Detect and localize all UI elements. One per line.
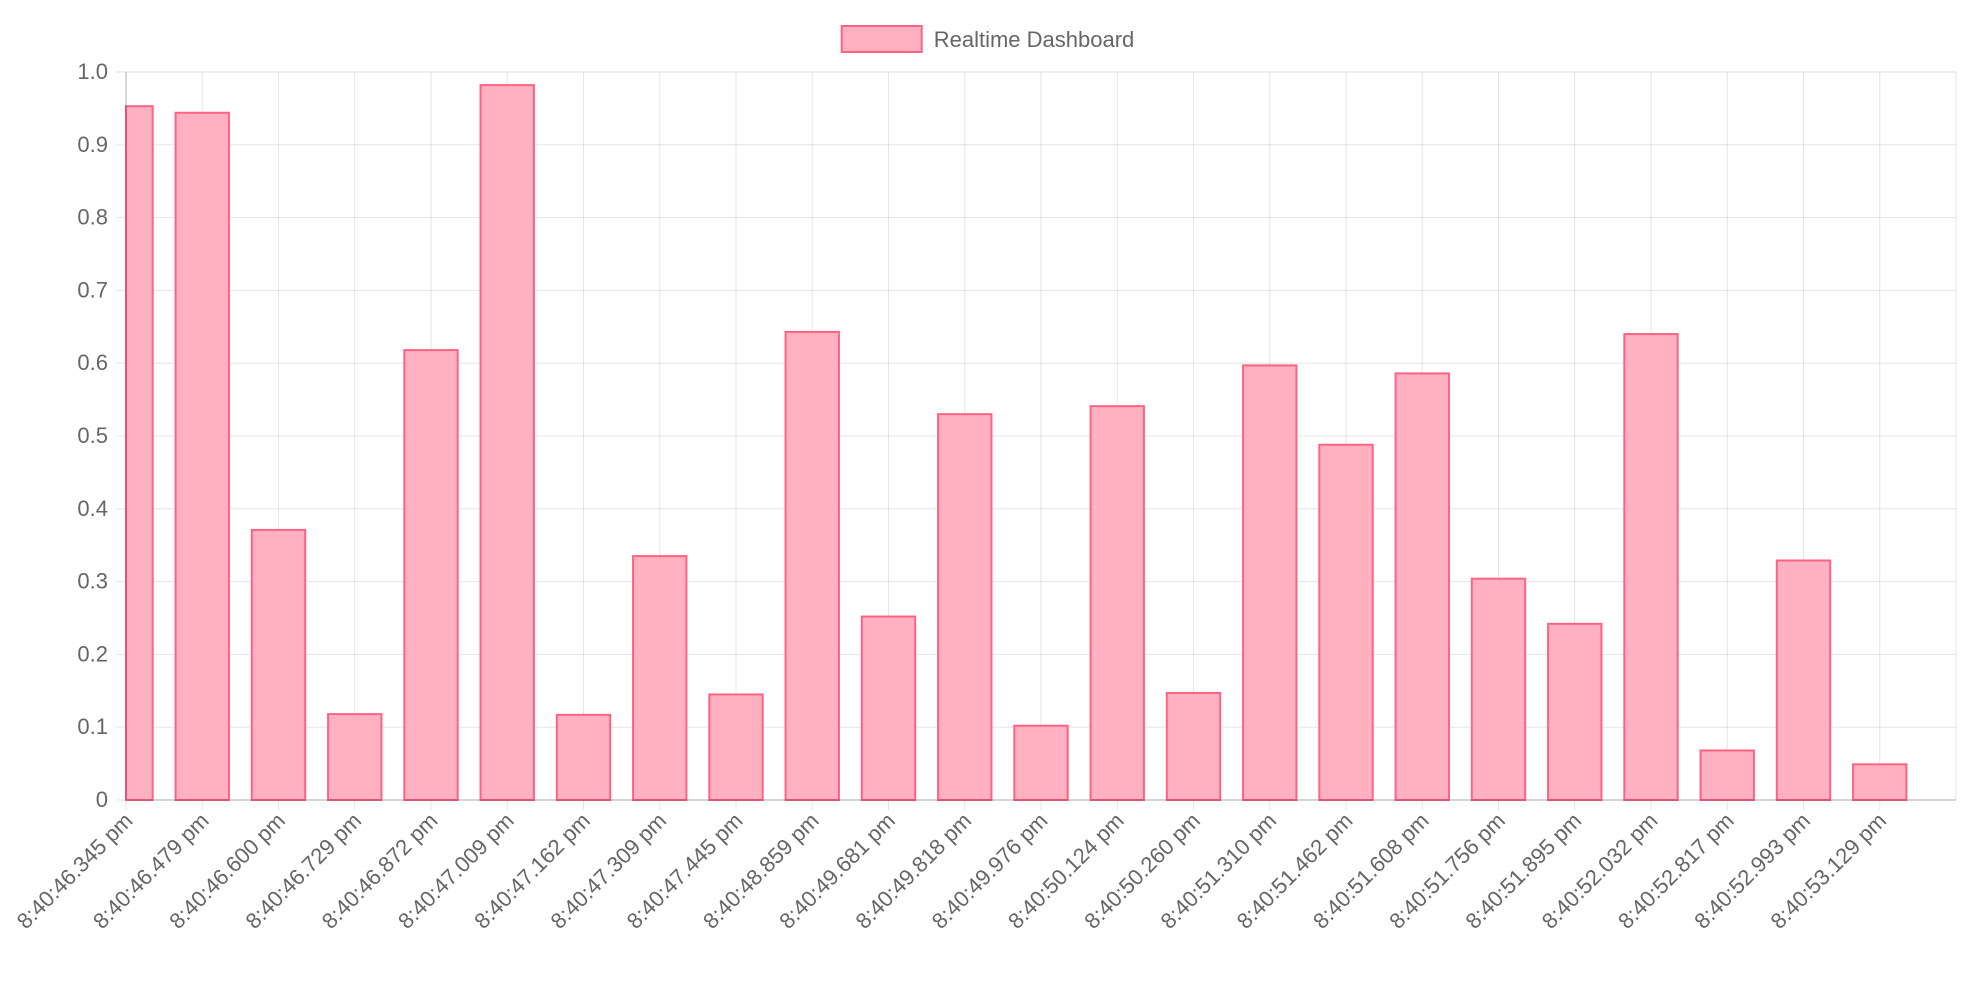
grid-lines <box>116 71 1957 810</box>
y-tick-label: 0 <box>96 787 108 812</box>
bar[interactable] <box>555 713 612 801</box>
y-tick-label: 0.7 <box>77 277 108 302</box>
bar[interactable] <box>174 111 230 801</box>
y-tick-label: 0.2 <box>77 641 108 666</box>
y-tick-label: 0.1 <box>77 714 108 739</box>
legend[interactable]: Realtime Dashboard <box>840 25 1135 53</box>
bar[interactable] <box>860 615 917 801</box>
bar[interactable] <box>1699 749 1755 801</box>
bar[interactable] <box>1089 405 1145 801</box>
bar[interactable] <box>1394 372 1450 801</box>
bar[interactable] <box>1470 577 1527 801</box>
y-tick-label: 0.8 <box>77 205 108 230</box>
y-tick-label: 1.0 <box>77 59 108 84</box>
y-tick-label: 0.6 <box>77 350 108 375</box>
bar[interactable] <box>1775 559 1832 801</box>
legend-swatch[interactable] <box>840 25 923 53</box>
bar[interactable] <box>1852 763 1908 802</box>
x-axis-labels: 8:40:46.345 pm8:40:46.479 pm8:40:46.600 … <box>12 808 1892 934</box>
bar[interactable] <box>327 713 383 802</box>
bar[interactable] <box>1623 333 1679 801</box>
y-tick-label: 0.3 <box>77 569 108 594</box>
bar[interactable] <box>1318 443 1374 801</box>
legend-label[interactable]: Realtime Dashboard <box>934 27 1135 52</box>
bar[interactable] <box>708 693 764 801</box>
bar[interactable] <box>250 528 307 801</box>
y-tick-label: 0.5 <box>77 423 108 448</box>
bar[interactable] <box>1242 364 1298 801</box>
y-tick-label: 0.9 <box>77 132 108 157</box>
bar[interactable] <box>632 555 688 801</box>
bar[interactable] <box>937 413 993 801</box>
bar[interactable] <box>403 349 459 801</box>
bar[interactable] <box>479 84 535 801</box>
y-axis-labels: 0 0.1 0.2 0.3 0.4 0.5 0.6 0.7 0.8 0.9 1.0 <box>77 59 108 812</box>
axes <box>125 72 1956 801</box>
bar[interactable] <box>1013 724 1069 802</box>
y-tick-label: 0.4 <box>77 496 108 521</box>
bar[interactable] <box>125 105 154 801</box>
bars <box>125 84 1908 802</box>
bar[interactable] <box>1547 622 1603 801</box>
bar[interactable] <box>1165 691 1222 802</box>
bar[interactable] <box>784 330 840 801</box>
